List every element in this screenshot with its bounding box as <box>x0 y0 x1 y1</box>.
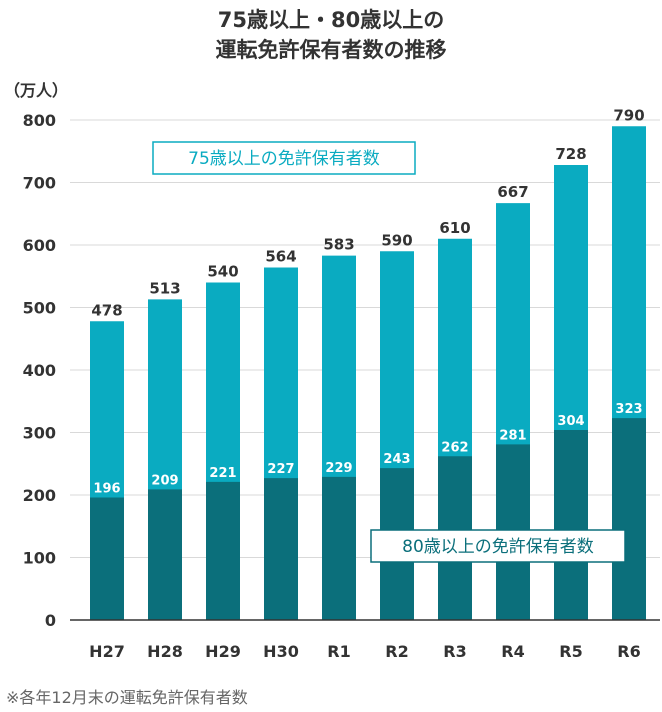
y-tick-label-300: 300 <box>23 424 56 443</box>
x-tick-label-H29: H29 <box>205 642 241 661</box>
x-tick-label-R3: R3 <box>443 642 466 661</box>
bar-80-H30 <box>264 478 298 620</box>
data-label-80-H28: 209 <box>151 473 178 488</box>
data-label-80-R1: 229 <box>325 461 352 476</box>
data-label-80-H29: 221 <box>209 466 236 481</box>
footnote: ※各年12月末の運転免許保有者数 <box>6 688 248 707</box>
data-label-80-R5: 304 <box>557 414 584 429</box>
data-label-80-H27: 196 <box>93 482 120 497</box>
x-tick-label-R1: R1 <box>327 642 350 661</box>
data-label-75-H28: 513 <box>149 279 180 297</box>
data-label-80-H30: 227 <box>267 462 294 477</box>
x-tick-label-R6: R6 <box>617 642 640 661</box>
legend-75-box <box>152 141 416 175</box>
data-label-75-R6: 790 <box>613 106 644 124</box>
bar-80-R1 <box>322 476 356 620</box>
data-label-75-H30: 564 <box>265 248 296 266</box>
bar-80-H28 <box>148 489 182 620</box>
bar-80-H27 <box>90 497 124 620</box>
legend-75-label: 75歳以上の免許保有者数 <box>188 149 380 169</box>
chart-title-line-2: 運転免許保有者数の推移 <box>215 38 447 62</box>
data-label-75-H29: 540 <box>207 263 238 281</box>
bar-chart: （万人） 0 100 200 300 400 500 600 700 800 478 196 H27 51… <box>4 81 660 661</box>
bar-80-R6 <box>612 418 646 620</box>
x-tick-label-H28: H28 <box>147 642 183 661</box>
y-tick-label-100: 100 <box>23 549 56 568</box>
x-tick-label-R4: R4 <box>501 642 524 661</box>
y-tick-label-700: 700 <box>23 174 56 193</box>
data-label-75-R2: 590 <box>381 231 412 249</box>
y-tick-label-0: 0 <box>45 611 56 630</box>
data-label-75-R4: 667 <box>497 183 528 201</box>
data-label-80-R2: 243 <box>383 452 410 467</box>
chart-title-line-1: 75歳以上・80歳以上の <box>217 8 445 32</box>
bar-80-R5 <box>554 430 588 620</box>
data-label-75-R3: 610 <box>439 219 470 237</box>
data-label-75-R1: 583 <box>323 236 354 254</box>
x-tick-label-R5: R5 <box>559 642 582 661</box>
data-label-80-R4: 281 <box>499 428 526 443</box>
y-axis-unit-label: （万人） <box>4 81 68 100</box>
legend-80-box <box>370 529 626 563</box>
y-tick-label-200: 200 <box>23 486 56 505</box>
x-tick-label-H30: H30 <box>263 642 299 661</box>
x-tick-label-H27: H27 <box>89 642 125 661</box>
data-label-75-R5: 728 <box>555 145 586 163</box>
data-label-75-H27: 478 <box>91 301 122 319</box>
data-label-80-R6: 323 <box>615 402 642 417</box>
y-tick-label-400: 400 <box>23 361 56 380</box>
y-tick-label-600: 600 <box>23 236 56 255</box>
y-tick-label-500: 500 <box>23 299 56 318</box>
bar-80-H29 <box>206 481 240 620</box>
x-tick-label-R2: R2 <box>385 642 408 661</box>
legend-80-label: 80歳以上の免許保有者数 <box>402 537 594 557</box>
y-tick-label-800: 800 <box>23 111 56 130</box>
data-label-80-R3: 262 <box>441 440 468 455</box>
